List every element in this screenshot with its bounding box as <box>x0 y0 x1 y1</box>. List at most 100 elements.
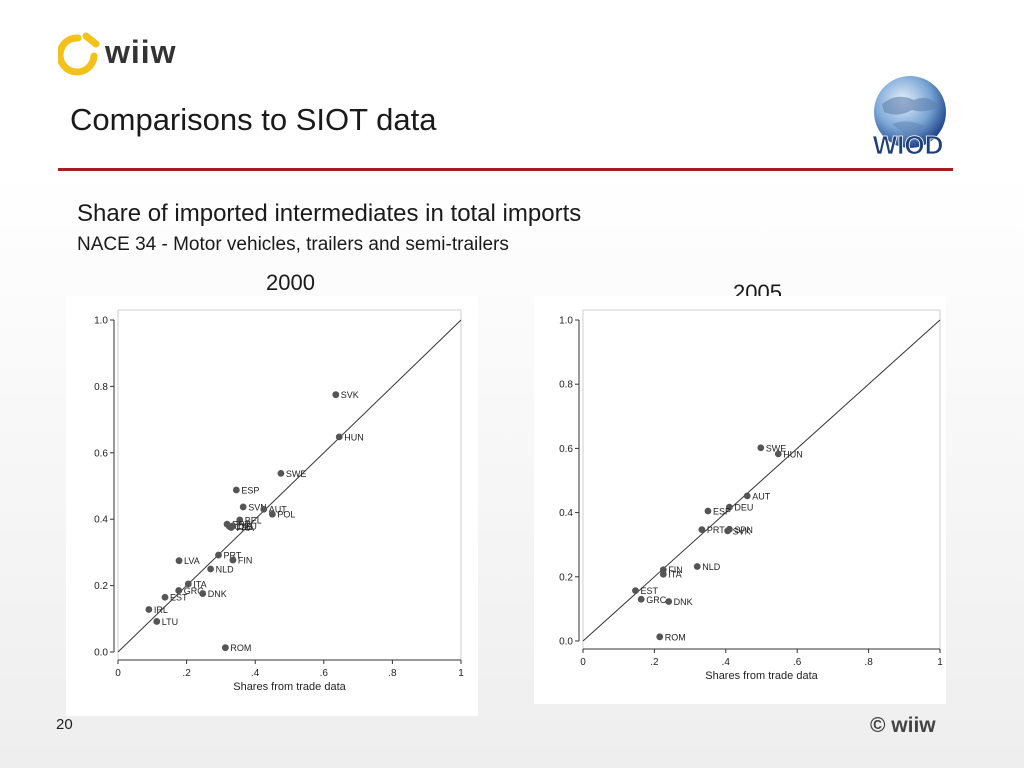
point-label-swe: SWE <box>766 443 787 453</box>
scatter-panel-2005: 0.0 0.2 0.4 0.6 0.8 1.0 0.2.4.6.8 1 Shares from … <box>534 296 946 704</box>
point-label-deu: DEU <box>238 521 257 531</box>
point-label-pol: POL <box>277 510 295 520</box>
data-point-grc <box>175 587 183 594</box>
data-point-dnk <box>199 590 207 597</box>
y-tick-label: 0.2 <box>559 572 573 583</box>
y-tick-label: 0.4 <box>94 515 108 526</box>
data-point-rom <box>221 644 229 652</box>
data-point-esp <box>704 507 712 515</box>
wiiw-logo-icon <box>58 32 100 76</box>
plot-frame <box>582 309 941 650</box>
plot-frame <box>117 309 462 661</box>
point-label-rom: ROM <box>230 643 251 653</box>
point-label-lva: LVA <box>184 556 200 566</box>
data-point-pol <box>268 510 276 518</box>
data-point-fin <box>229 556 237 564</box>
point-label-svk: SVK <box>733 526 751 536</box>
copyright: © wiiw <box>870 714 936 737</box>
point-label-fra: FRA <box>236 523 254 533</box>
x-tick-label: 0 <box>115 668 121 679</box>
point-label-bel: BEL <box>245 515 262 525</box>
point-label-cze: CZE <box>234 522 252 532</box>
data-point-nld <box>693 563 701 570</box>
point-label-irl: IRL <box>154 605 168 615</box>
point-label-prt: PRT <box>707 525 725 535</box>
x-tick-label: .2 <box>650 657 659 668</box>
page-number: 20 <box>56 716 73 733</box>
data-point-prt <box>215 551 222 559</box>
x-tick-label: .8 <box>864 657 873 668</box>
y-tick-label: 1.0 <box>559 316 573 327</box>
data-point-dnk <box>665 598 673 605</box>
x-tick-label: .6 <box>793 657 802 668</box>
point-label-est: EST <box>640 586 658 596</box>
data-point-fra <box>227 524 235 531</box>
point-label-est: EST <box>170 593 188 603</box>
point-label-grc: GRC <box>646 595 667 605</box>
chart-2000-title: 2000 <box>266 270 315 295</box>
y-tick-label: 0.0 <box>94 648 108 659</box>
point-label-hun: HUN <box>783 449 803 459</box>
data-point-lva <box>175 557 183 565</box>
data-point-swe <box>277 469 285 477</box>
x-tick-label: .2 <box>182 668 191 679</box>
point-label-esp: ESP <box>713 506 731 516</box>
x-axis-title: Shares from trade data <box>233 681 346 693</box>
data-point-prt <box>698 526 706 534</box>
reference-line-45 <box>582 319 941 642</box>
data-point-est <box>632 587 639 595</box>
y-tick-label: 0.2 <box>94 581 108 592</box>
point-label-prt: PRT <box>232 520 250 530</box>
point-label-nld: NLD <box>702 562 721 572</box>
data-point-esp <box>232 486 240 494</box>
x-tick-label: .4 <box>251 668 260 679</box>
scatter-panel-2000: 0.0 0.2 0.4 0.6 0.8 1.0 0.2.4.6.8 1 Shares from … <box>66 296 478 716</box>
point-label-dnk: DNK <box>208 589 227 599</box>
x-tick-label: 1 <box>458 668 464 679</box>
wiod-globe-logo-icon: WIOD <box>872 76 946 160</box>
data-point-svn <box>239 503 247 511</box>
x-axis-title: Shares from trade data <box>705 670 818 682</box>
y-tick-label: 0.0 <box>559 637 573 648</box>
data-point-nld <box>207 565 215 573</box>
page-title: Comparisons to SIOT data <box>70 102 437 137</box>
data-point-ita <box>659 570 667 578</box>
point-label-fin: FIN <box>668 565 683 575</box>
chart-subtitle: Share of imported intermediates in total… <box>77 200 582 227</box>
data-point-ltu <box>153 618 161 625</box>
point-label-grc: GRC <box>184 586 205 596</box>
x-tick-label: .4 <box>722 657 731 668</box>
point-label-spn: SPN <box>734 525 753 535</box>
logo-text: wiiw <box>105 34 177 70</box>
data-point-deu <box>725 503 733 511</box>
x-tick-label: .8 <box>388 668 397 679</box>
data-point-ita <box>184 580 192 588</box>
point-label-swe: SWE <box>286 469 307 479</box>
point-label-deu: DEU <box>734 503 753 513</box>
y-tick-label: 0.4 <box>559 508 573 519</box>
point-label-svk: SVK <box>341 390 359 400</box>
y-tick-label: 0.8 <box>94 382 108 393</box>
data-point-rom <box>656 633 664 641</box>
point-label-aut: AUT <box>752 491 771 501</box>
header-divider <box>58 168 953 171</box>
point-label-ita: ITA <box>668 570 681 580</box>
data-point-est <box>161 593 169 601</box>
data-point-swe <box>757 444 765 452</box>
data-point-aut <box>743 492 751 500</box>
point-label-esp: ESP <box>241 485 259 495</box>
data-point-aut <box>260 505 268 513</box>
point-label-svn: SVN <box>248 502 267 512</box>
point-label-fin: FIN <box>238 556 253 566</box>
wiod-badge-text: WIOD <box>873 130 944 160</box>
x-tick-label: .6 <box>320 668 329 679</box>
data-point-svk <box>332 391 340 399</box>
x-tick-label: 1 <box>937 657 943 668</box>
data-point-grc <box>637 595 645 603</box>
data-point-hun <box>335 433 343 441</box>
reference-line-45 <box>117 319 462 653</box>
point-label-aut: AUT <box>269 505 288 515</box>
point-label-rom: ROM <box>665 632 686 642</box>
